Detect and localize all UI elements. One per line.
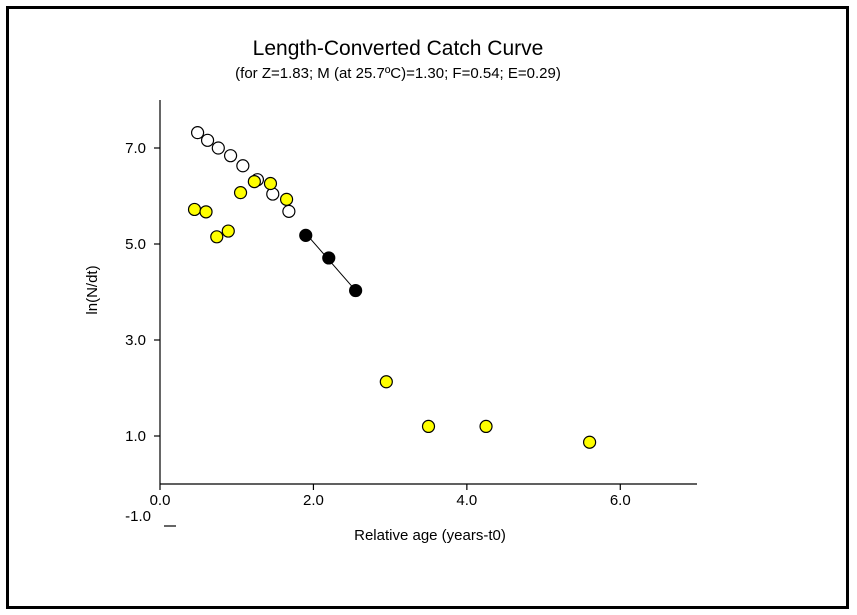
y-tick-label: 3.0 [125,332,146,349]
y-tick-label: 5.0 [125,236,146,253]
x-tick-label: 6.0 [610,492,631,509]
open-circle-point [236,159,250,173]
open-circle-point [200,133,215,147]
yellow-circle-point [379,375,393,389]
yellow-circle-point [479,419,493,433]
yellow-circle-point [247,175,261,189]
yellow-circle-point [210,230,224,244]
yellow-circle-point [582,435,597,449]
open-circle-point [282,204,296,218]
open-circle-point [190,126,205,140]
open-circle-point [223,149,238,163]
y-tick-label: 7.0 [125,140,146,157]
x-tick-label: 4.0 [456,492,477,509]
filled-circle-point [299,228,313,242]
y-tick-label: -1.0 [125,508,151,525]
yellow-circle-point [279,192,294,206]
yellow-circle-point [263,176,278,191]
yellow-circle-point [221,224,235,238]
y-axis-label: ln(N/dt) [84,265,101,314]
filled-circle-point [322,251,336,265]
open-circle-point [266,187,280,201]
data-points [187,126,597,449]
x-tick-label: 0.0 [150,492,171,509]
chart-subtitle: (for Z=1.83; M (at 25.7ºC)=1.30; F=0.54;… [235,65,561,82]
yellow-circle-point [421,419,436,433]
axes: 1.0 3.0 5.0 7.0 -1.00.0 2.0 4.0 6.0 [125,100,697,527]
filled-circle-point [349,283,363,298]
chart-frame [6,6,849,609]
x-tick-label: 2.0 [303,492,324,509]
yellow-circle-point [199,205,213,219]
x-axis-label: Relative age (years-t0) [354,527,506,544]
yellow-circle-point [187,202,202,217]
y-tick-label: 1.0 [125,428,146,445]
yellow-circle-point [233,186,248,200]
chart-title: Length-Converted Catch Curve [253,37,544,60]
open-circle-point [211,141,225,155]
